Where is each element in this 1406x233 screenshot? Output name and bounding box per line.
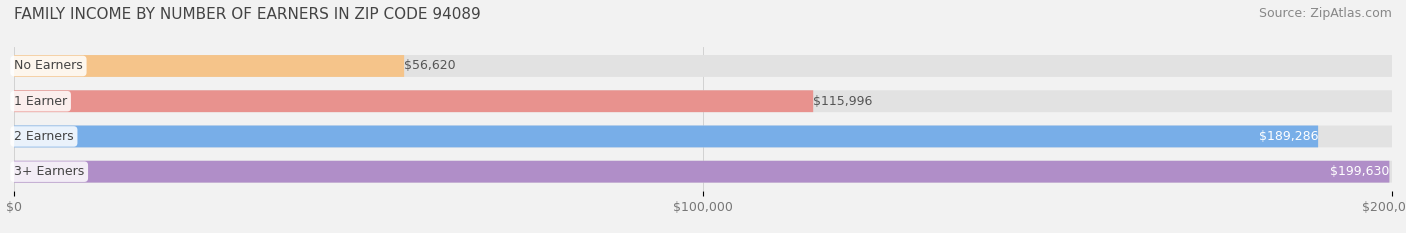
Text: 1 Earner: 1 Earner (14, 95, 67, 108)
Text: $189,286: $189,286 (1258, 130, 1317, 143)
Text: $199,630: $199,630 (1330, 165, 1389, 178)
FancyBboxPatch shape (14, 161, 1389, 183)
FancyBboxPatch shape (14, 161, 1392, 183)
Text: $56,620: $56,620 (404, 59, 456, 72)
Text: No Earners: No Earners (14, 59, 83, 72)
FancyBboxPatch shape (14, 90, 1392, 112)
Text: FAMILY INCOME BY NUMBER OF EARNERS IN ZIP CODE 94089: FAMILY INCOME BY NUMBER OF EARNERS IN ZI… (14, 7, 481, 22)
Text: 3+ Earners: 3+ Earners (14, 165, 84, 178)
FancyBboxPatch shape (14, 55, 404, 77)
Text: Source: ZipAtlas.com: Source: ZipAtlas.com (1258, 7, 1392, 20)
FancyBboxPatch shape (14, 126, 1319, 147)
Text: $115,996: $115,996 (813, 95, 873, 108)
Text: 2 Earners: 2 Earners (14, 130, 73, 143)
FancyBboxPatch shape (14, 126, 1392, 147)
FancyBboxPatch shape (14, 55, 1392, 77)
FancyBboxPatch shape (14, 90, 813, 112)
